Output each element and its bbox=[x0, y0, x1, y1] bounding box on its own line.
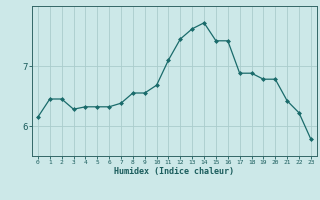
X-axis label: Humidex (Indice chaleur): Humidex (Indice chaleur) bbox=[115, 167, 234, 176]
